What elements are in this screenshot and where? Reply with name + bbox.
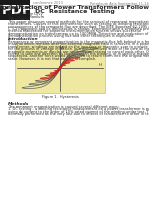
Text: Introduction: Introduction (8, 37, 39, 41)
Text: H: H (99, 63, 102, 67)
Text: transformers. Causes of this phenomenon such as testing dc winding resistance an: transformers. Causes of this phenomenon … (8, 22, 149, 26)
Text: demagnetization process using flux and other techniques is explained.: demagnetization process using flux and o… (8, 34, 134, 38)
Text: normally performed as the very last due to effects of remanence to other in test: normally performed as the very last due … (8, 112, 149, 116)
Text: Demagnetization of Power Transformers Following a: Demagnetization of Power Transformers Fo… (0, 6, 149, 10)
Bar (0, 0, 30, 20)
Text: The remanent magnetization is caused several different ways:: The remanent magnetization is caused sev… (8, 105, 119, 109)
Text: Dr. eng. Eakie Levy: Dr. eng. Eakie Levy (8, 12, 43, 16)
Text: magnetic moments or dipoles are randomly orientated to cancel each other. Once t: magnetic moments or dipoles are randomly… (8, 50, 149, 53)
Text: Methods: Methods (8, 102, 29, 106)
Text: 1. DC testing - a winding resistance measurement on a power transformer is perfo: 1. DC testing - a winding resistance mea… (8, 107, 149, 111)
Text: demagnetization on transformers up to 1000MVA. Detection and evaluation of: demagnetization on transformers up to 10… (8, 32, 148, 36)
Text: sequenced, another force would be needed to return them into the original demagn: sequenced, another force would be needed… (8, 54, 149, 58)
Text: method elaborated for powerful instrumentation system shows successful: method elaborated for powerful instrumen… (8, 29, 141, 33)
Text: conference 2013: conference 2013 (33, 2, 63, 6)
Text: Abstract: Abstract (8, 17, 29, 21)
Text: consequences of the remanent flux are described. The IEEE Standard 62-1995 perfo: consequences of the remanent flux are de… (8, 25, 149, 29)
Text: IEC Power,  Ranilum: IEC Power, Ranilum (8, 15, 44, 19)
Text: This paper discusses several methods for the removal of remanent magnetization f: This paper discusses several methods for… (8, 20, 149, 24)
Text: Figure 1.  Hysteresis: Figure 1. Hysteresis (42, 95, 78, 99)
Bar (15, 43, 105, 93)
Text: forced to take one direction by the current in the winding, or in specific magne: forced to take one direction by the curr… (8, 52, 149, 56)
Text: for the process of voltage induction. In a demagnetized state of the core all ma: for the process of voltage induction. In… (8, 47, 149, 51)
Text: state. However, it is not that easy to accomplish.: state. However, it is not that easy to a… (8, 57, 96, 61)
Text: material which remains after the external magnetic field is removed. In a power: material which remains after the externa… (8, 42, 149, 46)
Text: PDF: PDF (2, 4, 32, 16)
Text: Remanence or remanent magnetization is the magnetic flux left behind in a ferrom: Remanence or remanent magnetization is t… (8, 40, 149, 44)
Text: DC  Resistance Testing: DC Resistance Testing (35, 10, 114, 14)
Text: using dc current to the order of 10% rated current of the winding under test. Th: using dc current to the order of 10% rat… (8, 110, 149, 114)
Text: C 3-13 approach and its deficiencies is shown. Experience with a simplified prov: C 3-13 approach and its deficiencies is … (8, 27, 149, 31)
Text: transformer, windings are wound on the iron core or magnetic core to provide flu: transformer, windings are wound on the i… (8, 45, 149, 49)
Text: A: A (61, 46, 64, 50)
Text: Petroleum Asia September 11-14: Petroleum Asia September 11-14 (90, 2, 149, 6)
